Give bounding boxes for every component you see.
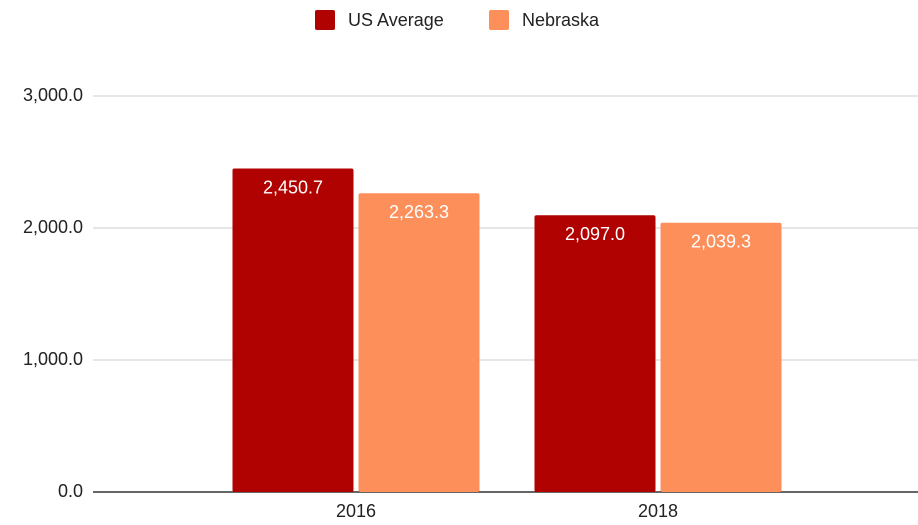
data-label: 2,039.3 [691,232,751,252]
legend-swatch [489,10,509,30]
x-tick-label: 2018 [638,501,678,521]
legend-label: US Average [348,10,444,30]
y-tick-label: 1,000.0 [23,349,83,369]
bar [358,193,480,493]
bar [660,222,782,493]
data-label: 2,263.3 [389,202,449,222]
x-tick-label: 2016 [336,501,376,521]
y-tick-label: 3,000.0 [23,85,83,105]
legend-swatch [315,10,335,30]
bar [232,168,354,492]
y-tick-label: 2,000.0 [23,217,83,237]
bar [534,215,656,493]
data-label: 2,450.7 [263,177,323,197]
legend-label: Nebraska [522,10,600,30]
y-tick-label: 0.0 [58,481,83,501]
data-label: 2,097.0 [565,224,625,244]
